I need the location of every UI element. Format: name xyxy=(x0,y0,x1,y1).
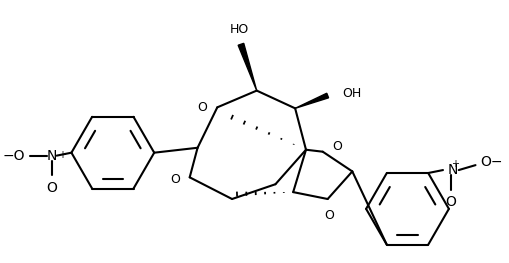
Polygon shape xyxy=(295,93,328,108)
Polygon shape xyxy=(238,43,256,90)
Text: N: N xyxy=(447,163,458,177)
Text: O: O xyxy=(46,181,57,195)
Text: OH: OH xyxy=(342,87,361,100)
Text: −O: −O xyxy=(3,149,25,163)
Text: O: O xyxy=(169,173,180,186)
Text: HO: HO xyxy=(229,23,248,36)
Text: O: O xyxy=(332,140,342,153)
Text: O: O xyxy=(324,209,334,222)
Text: O−: O− xyxy=(479,155,502,169)
Text: +: + xyxy=(58,150,66,160)
Text: +: + xyxy=(450,159,458,169)
Text: O: O xyxy=(444,195,456,209)
Text: O: O xyxy=(197,101,207,114)
Text: N: N xyxy=(46,149,57,163)
